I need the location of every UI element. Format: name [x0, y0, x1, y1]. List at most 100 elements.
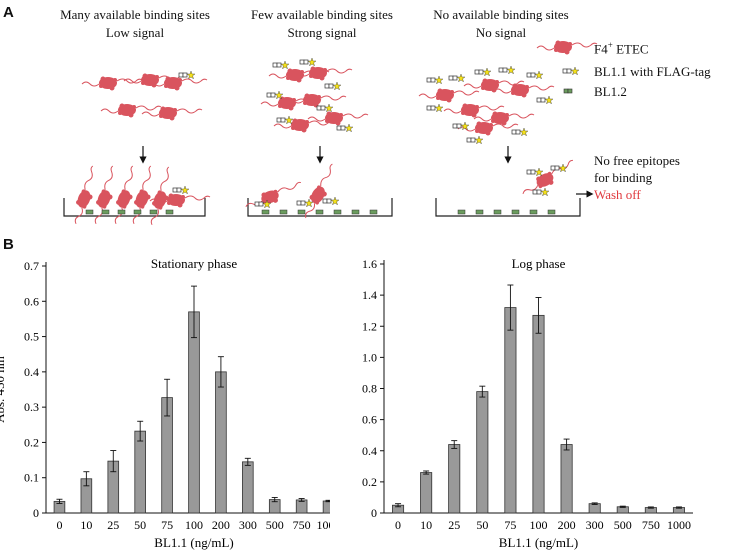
x-tick-label: 200	[558, 518, 576, 532]
stationary-phase-chart: Stationary phase Abs. 450 nm BL1.1 (ng/mL)…	[0, 256, 330, 550]
bl11-nanobody	[336, 123, 354, 133]
scenario-many-subtitle: Low signal	[105, 25, 165, 40]
bacterium	[418, 88, 480, 103]
bar	[448, 444, 461, 514]
bl11-nanobody	[498, 65, 516, 75]
scenario-many-illustration	[63, 70, 211, 228]
y-axis-label: Abs. 450 nm	[0, 356, 7, 423]
scenario-many-title: Many available binding sites	[60, 7, 210, 22]
bl11-nanobody	[316, 103, 334, 113]
x-tick-label: 1000	[667, 518, 691, 532]
bar	[242, 461, 254, 514]
bacterium	[307, 111, 369, 126]
y-tick-label: 0.7	[24, 259, 39, 273]
wash-off-label: Wash off	[594, 187, 641, 202]
y-tick-label: 1.0	[362, 350, 377, 364]
x-tick-label: 50	[476, 518, 488, 532]
x-tick-label: 300	[239, 518, 257, 532]
bl11-nanobody	[526, 167, 544, 177]
bl11-nanobody	[426, 75, 444, 85]
x-axis-label: BL1.1 (ng/mL)	[499, 535, 578, 550]
x-tick-label: 100	[185, 518, 203, 532]
bar	[420, 472, 433, 514]
bl11-nanobody	[526, 70, 544, 80]
x-tick-label: 25	[448, 518, 460, 532]
bacterium-washed	[518, 156, 579, 200]
panel-letter-b: B	[3, 236, 14, 253]
bar	[504, 307, 517, 514]
x-tick-label: 300	[586, 518, 604, 532]
x-tick-label: 0	[56, 518, 62, 532]
binding-schematic	[63, 40, 598, 228]
x-tick-label: 1000	[317, 518, 330, 532]
x-tick-label: 10	[80, 518, 92, 532]
y-tick-label: 0.8	[362, 382, 377, 396]
legend-etec-icon	[536, 40, 598, 55]
bl11-nanobody	[172, 185, 190, 195]
y-tick-label: 0.6	[362, 413, 377, 427]
bar	[476, 391, 489, 514]
y-tick-label: 0.1	[24, 471, 39, 485]
bl11-nanobody	[452, 121, 470, 131]
legend-bl12-label: BL1.2	[594, 84, 627, 99]
bl11-nanobody	[511, 127, 529, 137]
y-tick-label: 0.6	[24, 294, 39, 308]
bl11-nanobody	[296, 198, 314, 208]
bl11-nanobody	[474, 67, 492, 77]
y-tick-label: 0.2	[24, 435, 39, 449]
no-free-epitopes-note: No free epitopes for binding	[594, 153, 680, 185]
legend-bl11-icon	[562, 66, 580, 76]
bl11-nanobody	[536, 95, 554, 105]
chart-title: Log phase	[512, 256, 566, 271]
y-tick-label: 1.4	[362, 288, 377, 302]
x-tick-label: 200	[212, 518, 230, 532]
x-tick-label: 0	[395, 518, 401, 532]
panel-letter-a: A	[3, 4, 14, 21]
bar	[588, 503, 601, 514]
bl11-nanobody	[448, 73, 466, 83]
x-tick-label: 75	[504, 518, 516, 532]
x-tick-label: 75	[161, 518, 173, 532]
x-tick-label: 10	[420, 518, 432, 532]
y-tick-label: 1.6	[362, 257, 377, 271]
y-tick-label: 0.4	[362, 444, 377, 458]
scenario-none-header: No available binding sites No signal	[416, 6, 586, 42]
x-tick-label: 750	[293, 518, 311, 532]
bl11-nanobody	[276, 115, 294, 125]
bl11-nanobody	[272, 60, 290, 70]
y-tick-label: 0	[371, 506, 377, 520]
bacterium-bound	[242, 178, 306, 214]
x-axis-label: BL1.1 (ng/mL)	[154, 535, 233, 550]
legend-etec-label: F4+ ETEC	[594, 40, 649, 57]
bar	[560, 444, 573, 514]
bl11-nanobody	[178, 70, 196, 80]
bl11-nanobody	[426, 103, 444, 113]
scenario-few-title: Few available binding sites	[251, 7, 393, 22]
y-tick-label: 0.3	[24, 400, 39, 414]
bacterium	[81, 76, 143, 91]
bar	[532, 314, 545, 514]
bl11-nanobody	[299, 57, 317, 67]
scenario-few-header: Few available binding sites Strong signa…	[232, 6, 412, 42]
chart-title: Stationary phase	[151, 256, 238, 271]
x-tick-label: 500	[266, 518, 284, 532]
scenario-many-header: Many available binding sites Low signal	[42, 6, 228, 42]
x-tick-label: 25	[107, 518, 119, 532]
legend-bl12-icon	[563, 88, 573, 94]
scenario-none-subtitle: No signal	[475, 25, 527, 40]
bacterium	[493, 83, 555, 98]
bl11-nanobody	[324, 81, 342, 91]
y-tick-label: 0.4	[24, 365, 39, 379]
y-tick-label: 0.2	[362, 475, 377, 489]
bar	[188, 311, 200, 514]
x-tick-label: 100	[530, 518, 548, 532]
y-tick-label: 0.5	[24, 330, 39, 344]
bar	[322, 500, 330, 514]
scenario-few-subtitle: Strong signal	[287, 25, 357, 40]
x-tick-label: 500	[614, 518, 632, 532]
bar	[215, 371, 227, 514]
bar	[134, 430, 146, 514]
scenario-none-title: No available binding sites	[433, 7, 569, 22]
y-tick-label: 1.2	[362, 319, 377, 333]
